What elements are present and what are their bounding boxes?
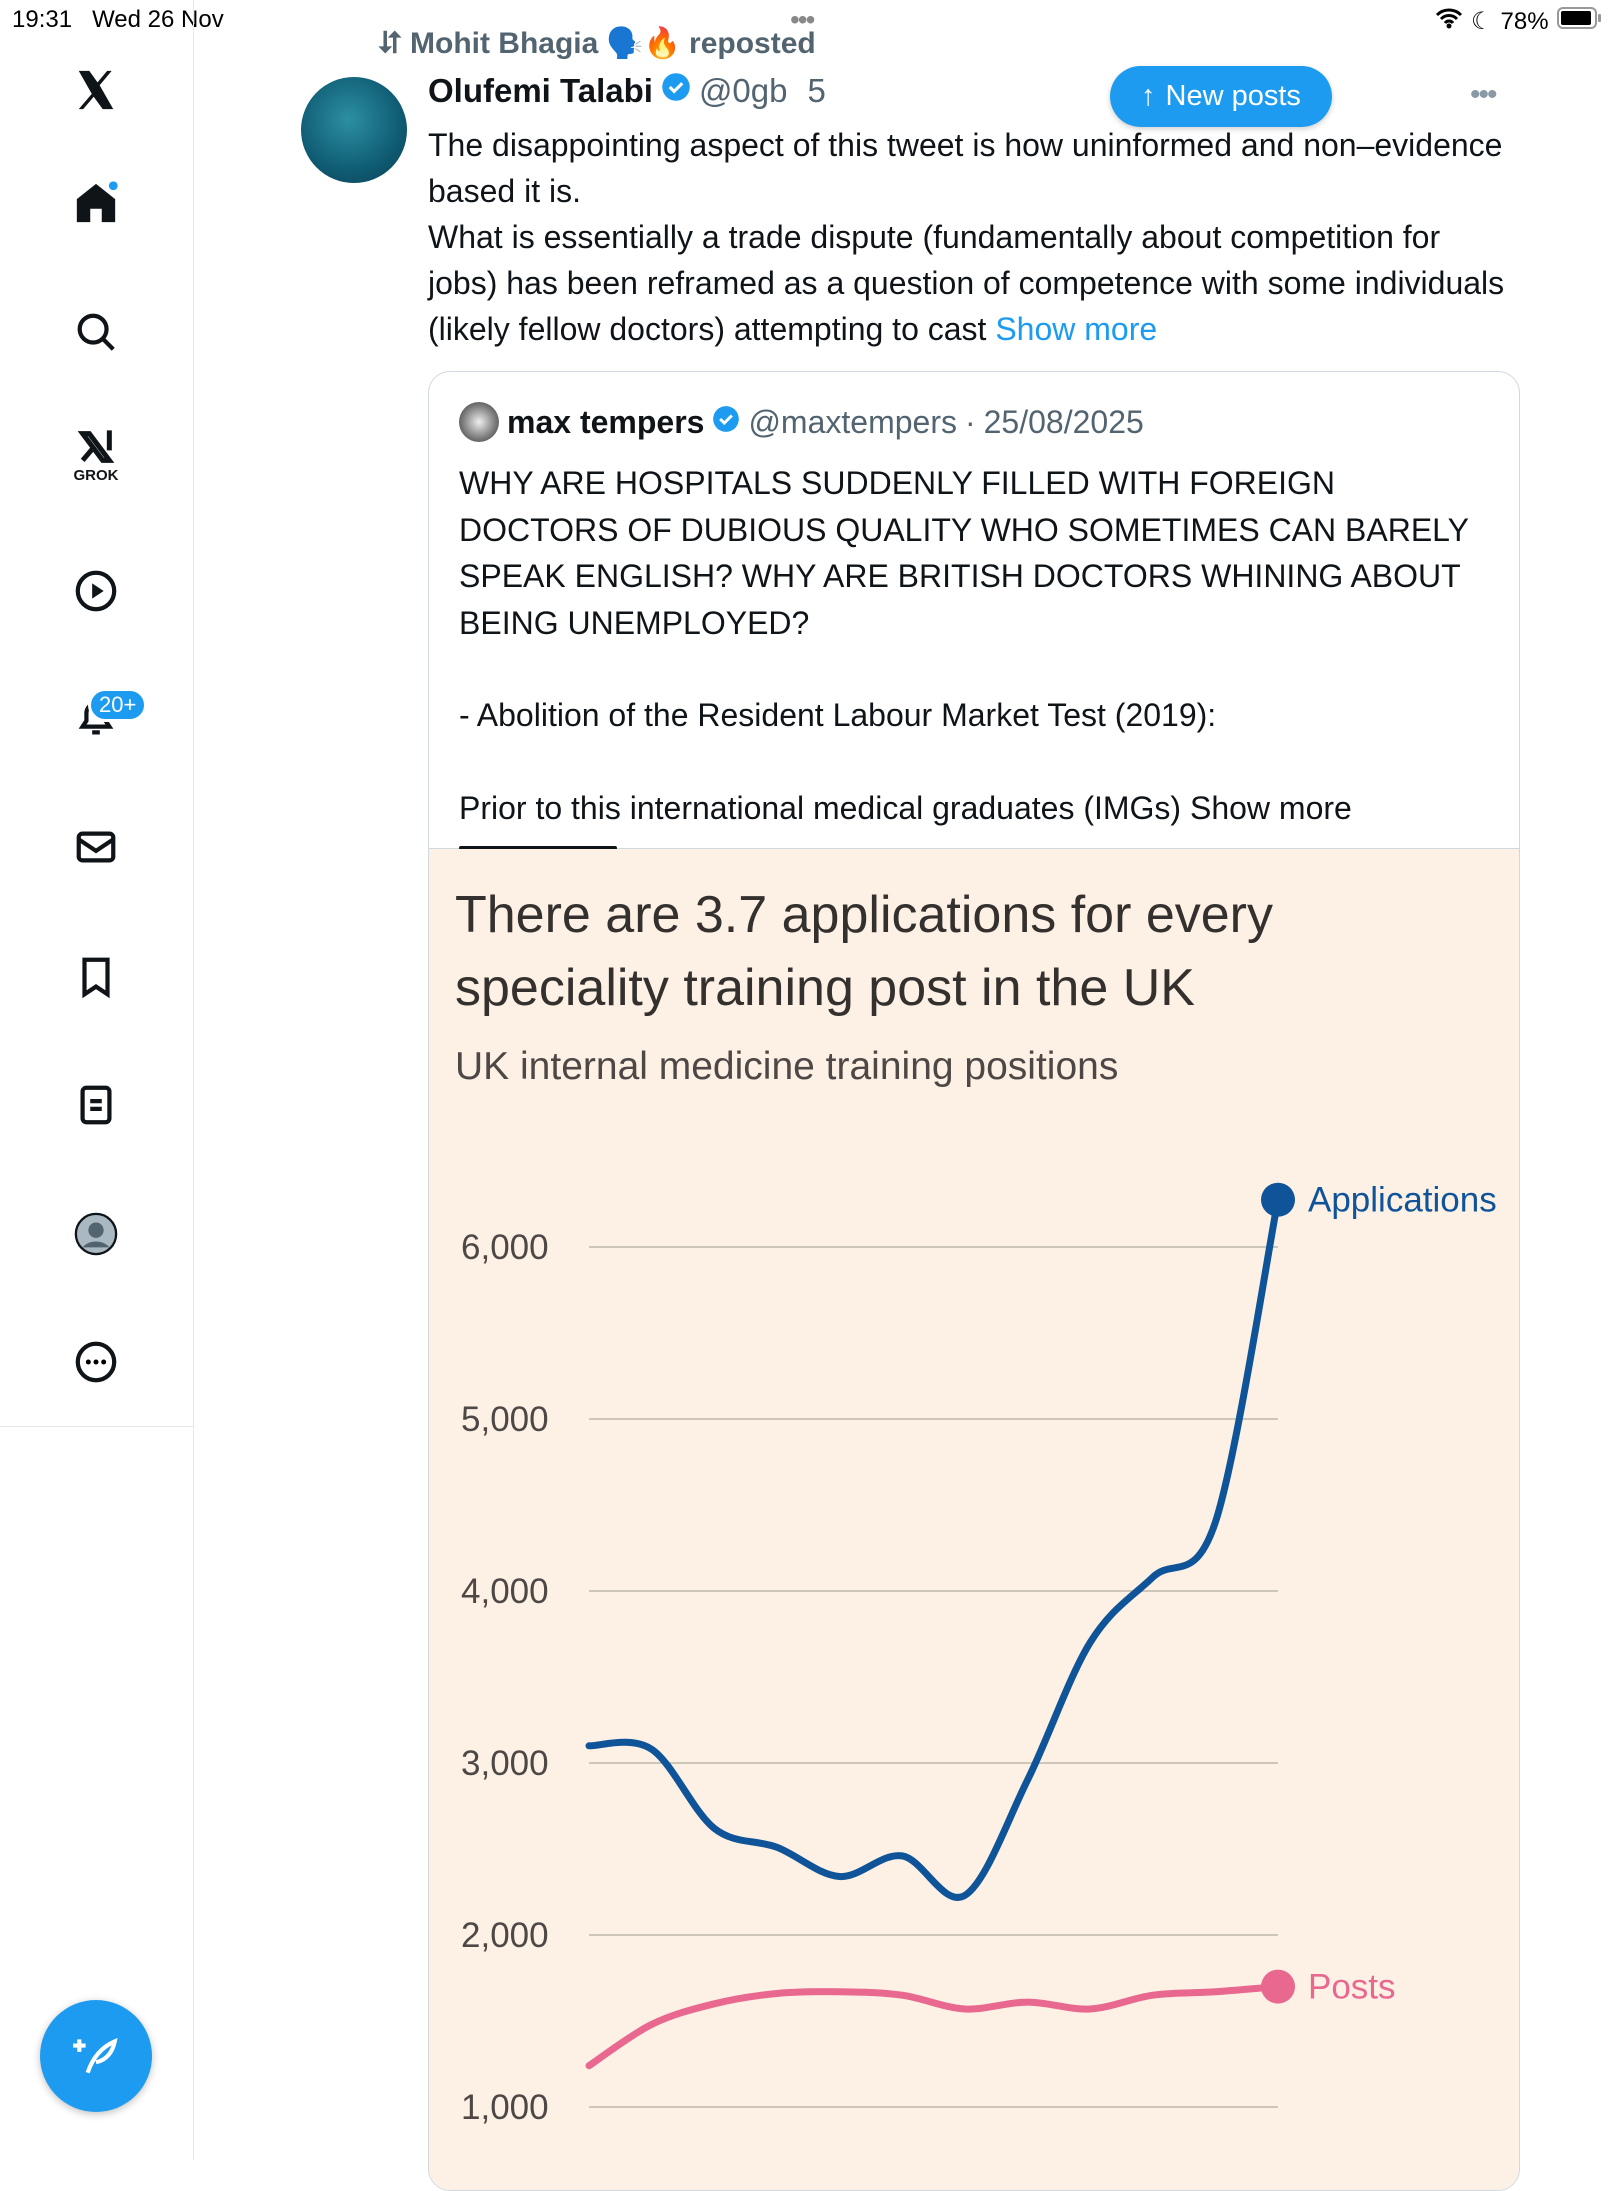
author-name[interactable]: Olufemi Talabi (428, 72, 653, 109)
quote-avatar (459, 402, 499, 442)
video-play-icon[interactable] (66, 561, 126, 621)
search-icon[interactable] (66, 302, 126, 362)
status-icons: ☾ 78% (1435, 6, 1603, 37)
line-chart: 1,000 2,000 3,000 4,000 5,000 6,000 Applicatio… (461, 1181, 1497, 2127)
arrow-up-icon: ↑ (1141, 80, 1156, 112)
notification-badge: 20+ (88, 688, 148, 722)
separator: · (964, 403, 976, 440)
quote-line: WHY ARE HOSPITALS SUDDENLY FILLED WITH F… (459, 465, 1469, 641)
chart-subtitle: UK internal medicine training positions (455, 1045, 1119, 1088)
repost-emoji: 🗣️🔥 (606, 27, 682, 60)
author-handle[interactable]: @0gb (698, 72, 788, 109)
lists-icon[interactable] (66, 1075, 126, 1135)
feather-plus-icon (73, 2037, 118, 2074)
chart-title: There are 3.7 applications for every spe… (455, 886, 1273, 1017)
verified-badge-icon (661, 72, 691, 110)
series-endpoint (1261, 1969, 1295, 2004)
media-indicator (459, 846, 617, 850)
quote-line: Prior to this international medical grad… (459, 789, 1190, 826)
x-logo-icon[interactable] (66, 60, 126, 120)
wifi-icon (1435, 7, 1463, 36)
chart-image[interactable]: There are 3.7 applications for every spe… (429, 849, 1519, 2190)
quote-handle: @maxtempers (748, 403, 957, 440)
new-posts-button[interactable]: ↑ New posts (1110, 66, 1332, 127)
quote-date: 25/08/2025 (983, 403, 1144, 440)
series-label: Posts (1308, 1968, 1396, 2007)
home-icon[interactable] (66, 173, 126, 233)
media-separator (429, 848, 1519, 849)
sidebar (0, 0, 194, 2160)
post-text-line: The disappointing aspect of this tweet i… (428, 127, 1503, 209)
post-more-icon[interactable]: ••• (1470, 78, 1497, 111)
repost-context[interactable]: ⮃ Mohit Bhagia 🗣️🔥 reposted (378, 26, 816, 61)
series-line-applications (585, 1196, 1282, 1901)
y-tick-label: 1,000 (461, 2088, 549, 2127)
new-posts-label: New posts (1165, 80, 1301, 112)
y-tick-label: 4,000 (461, 1572, 549, 1611)
grok-icon[interactable]: GROK (66, 425, 126, 485)
repost-user: Mohit Bhagia (410, 26, 599, 60)
author-avatar[interactable] (301, 77, 407, 183)
post-text-line: What is essentially a trade dispute (fun… (428, 219, 1505, 347)
grok-label: GROK (73, 466, 119, 484)
moon-icon: ☾ (1471, 8, 1493, 35)
mail-icon[interactable] (66, 817, 126, 877)
post-date: 5 (807, 72, 826, 109)
repost-label: reposted (689, 26, 816, 60)
quote-header: max tempers @maxtempers · 25/08/2025 (459, 402, 1144, 442)
multitask-dots[interactable]: ••• (790, 4, 815, 35)
post-header: Olufemi Talabi @0gb 5 (428, 72, 826, 110)
series-endpoint (1261, 1182, 1295, 1217)
y-tick-label: 6,000 (461, 1228, 549, 1267)
status-time: 19:31 Wed 26 Nov (12, 6, 224, 33)
y-tick-label: 3,000 (461, 1744, 549, 1783)
y-tick-label: 5,000 (461, 1400, 549, 1439)
post-text: The disappointing aspect of this tweet i… (428, 122, 1508, 352)
show-more-link[interactable]: Show more (995, 311, 1158, 347)
battery-percent: 78% (1500, 7, 1549, 35)
quote-show-more[interactable]: Show more (1189, 789, 1352, 826)
profile-avatar-icon[interactable] (66, 1204, 126, 1264)
y-tick-label: 2,000 (461, 1916, 549, 1955)
quote-line: - Abolition of the Resident Labour Marke… (459, 697, 1217, 733)
series-line-posts (585, 1983, 1282, 2070)
series-label: Applications (1308, 1181, 1497, 1220)
quote-text: WHY ARE HOSPITALS SUDDENLY FILLED WITH F… (459, 460, 1499, 831)
quoted-post-card[interactable]: max tempers @maxtempers · 25/08/2025 WHY A… (428, 371, 1520, 2191)
more-icon[interactable] (66, 1332, 126, 1392)
compose-post-button[interactable] (40, 2000, 152, 2112)
bookmark-icon[interactable] (66, 947, 126, 1007)
quote-author: max tempers (507, 403, 705, 440)
battery-icon (1556, 6, 1603, 37)
verified-badge-icon (712, 404, 740, 441)
sidebar-divider (0, 1426, 194, 1427)
repost-icon: ⮃ (378, 26, 402, 60)
